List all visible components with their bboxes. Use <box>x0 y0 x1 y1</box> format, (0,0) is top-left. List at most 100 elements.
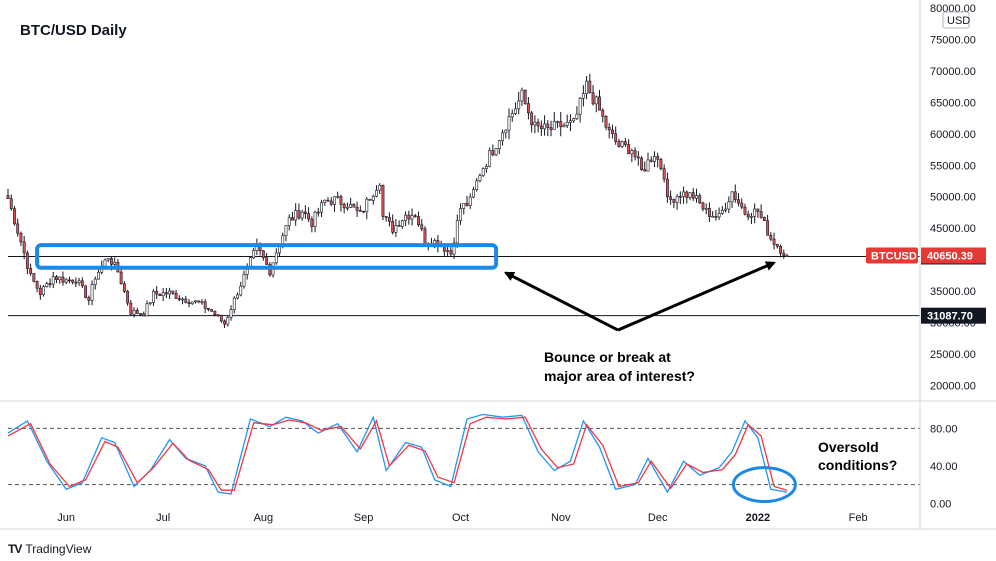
candle <box>591 85 595 106</box>
candle-body-up <box>556 121 559 123</box>
price-tick-label[interactable]: 65000.00 <box>930 97 976 109</box>
time-tick-label[interactable]: Feb <box>849 512 868 524</box>
time-tick-label[interactable]: Oct <box>452 512 469 524</box>
time-tick-label[interactable]: 2022 <box>746 512 770 524</box>
candle <box>387 212 391 227</box>
candle-body-up <box>730 191 734 203</box>
candle <box>210 309 214 312</box>
candle-body-down <box>701 202 705 210</box>
candle <box>219 314 223 323</box>
candle <box>488 147 492 168</box>
candle <box>274 248 278 265</box>
time-tick-label[interactable]: Dec <box>648 512 668 524</box>
candle <box>119 269 123 285</box>
candle-body-up <box>520 89 524 102</box>
candle-body-down <box>698 195 702 204</box>
price-tick-label[interactable]: 70000.00 <box>930 66 976 78</box>
candle-body-up <box>113 262 117 265</box>
candle-body-down <box>779 246 782 254</box>
candle-body-up <box>45 283 49 287</box>
price-tick-label[interactable]: 55000.00 <box>930 160 976 172</box>
price-tick-label[interactable]: 25000.00 <box>930 349 976 361</box>
candle <box>291 211 294 221</box>
candle <box>339 194 343 212</box>
candle-body-up <box>232 297 236 311</box>
candle <box>623 137 627 147</box>
candle <box>236 292 239 300</box>
candle-body-up <box>543 123 546 130</box>
candle-body-up <box>750 216 753 218</box>
candle <box>271 262 275 278</box>
candle-body-up <box>653 156 656 162</box>
time-tick-label[interactable]: Nov <box>551 512 571 524</box>
candle <box>494 148 498 157</box>
candle-body-down <box>766 220 770 236</box>
oscillator-tick-label[interactable]: 80.00 <box>930 423 958 435</box>
price-tick-label[interactable]: 20000.00 <box>930 380 976 392</box>
candle-body-down <box>29 268 33 274</box>
candle <box>61 271 65 286</box>
candle <box>620 140 624 149</box>
candle-body-down <box>604 116 608 128</box>
candle-body-up <box>51 276 55 285</box>
candle <box>58 276 62 284</box>
candle-body-up <box>562 125 566 128</box>
price-pane: BTC/USD Daily <box>0 22 996 402</box>
candle-body-up <box>249 257 252 267</box>
price-tick-label[interactable]: 75000.00 <box>930 34 976 46</box>
candle-body-up <box>455 220 459 244</box>
candle-body-down <box>407 214 411 220</box>
price-tick-label[interactable]: 35000.00 <box>930 286 976 298</box>
price-tick-label[interactable]: 50000.00 <box>930 192 976 204</box>
candle-body-down <box>303 211 307 214</box>
time-tick-label[interactable]: Aug <box>254 512 274 524</box>
candle <box>365 196 369 220</box>
time-axis: Jun Jul Aug Sep Oct Nov Dec 2022 Feb <box>0 512 996 530</box>
candle <box>782 249 786 259</box>
candle-body-down <box>197 300 201 303</box>
candle-body-up <box>468 196 472 206</box>
candle-body-up <box>145 303 149 317</box>
candle-body-up <box>394 225 398 233</box>
candle <box>611 124 614 139</box>
candle-body-down <box>352 203 356 208</box>
tradingview-branding[interactable]: TV TradingView <box>8 542 91 556</box>
oscillator-tick-label[interactable]: 40.00 <box>930 461 958 473</box>
candle-body-down <box>326 199 330 202</box>
currency-badge[interactable] <box>942 11 970 29</box>
tradingview-brand-label: TradingView <box>25 542 92 556</box>
candle-body-up <box>200 301 204 304</box>
candle <box>669 190 673 205</box>
time-tick-label[interactable]: Jun <box>57 512 75 524</box>
candle-body-down <box>206 308 210 310</box>
candle-body-down <box>210 309 214 312</box>
candle <box>746 210 750 221</box>
candle-body-down <box>355 206 359 211</box>
time-tick-label[interactable]: Jul <box>156 512 170 524</box>
candle-body-down <box>216 314 220 317</box>
price-tick-label[interactable]: 45000.00 <box>930 223 976 235</box>
price-axis[interactable]: 80000.0075000.0070000.0065000.0060000.00… <box>866 0 986 530</box>
candle-body-up <box>565 121 569 126</box>
candle <box>232 296 236 314</box>
candle-body-up <box>226 317 230 325</box>
candle-body-up <box>284 225 288 236</box>
oscillator-tick-label[interactable]: 0.00 <box>930 498 951 510</box>
candle <box>556 120 559 128</box>
candle <box>329 196 333 207</box>
candle-body-up <box>695 195 698 199</box>
candle-body-down <box>546 123 550 128</box>
candle-body-up <box>484 166 488 169</box>
price-tick-label[interactable]: 60000.00 <box>930 129 976 141</box>
candle <box>287 214 291 231</box>
candle <box>368 198 372 201</box>
candle-body-down <box>707 208 711 217</box>
candle <box>598 89 601 111</box>
candle-body-up <box>313 211 317 227</box>
time-tick-label[interactable]: Sep <box>354 512 374 524</box>
candle-body-down <box>656 156 660 160</box>
candle-body-down <box>223 320 226 325</box>
candle-body-up <box>459 208 462 221</box>
candle-body-down <box>685 191 689 198</box>
arrow-to-price <box>617 261 776 332</box>
